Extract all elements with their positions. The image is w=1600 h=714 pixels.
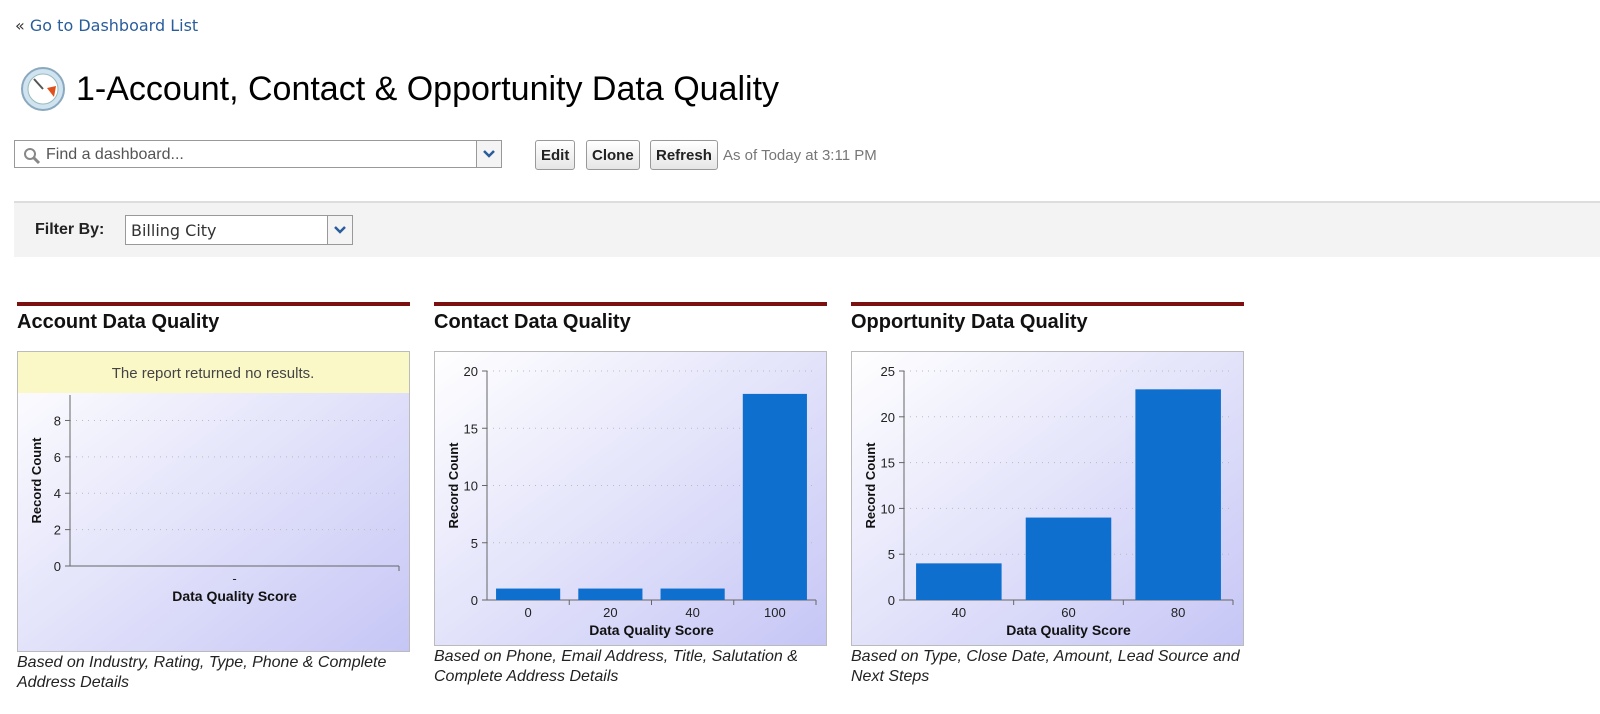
x-tick-label: 20 [603, 605, 617, 620]
y-tick-label: 8 [54, 413, 61, 428]
bar [496, 588, 561, 600]
bar [578, 588, 643, 600]
y-tick-label: 0 [888, 593, 895, 608]
panel-title: Contact Data Quality [434, 311, 631, 333]
y-axis-label: Record Count [29, 437, 44, 524]
y-tick-label: 4 [54, 486, 61, 501]
bar [1135, 389, 1221, 600]
y-tick-label: 0 [471, 593, 478, 608]
edit-button[interactable]: Edit [535, 140, 576, 170]
dropdown-toggle[interactable] [327, 216, 352, 244]
y-tick-label: 20 [464, 364, 478, 379]
y-tick-label: 2 [54, 523, 61, 538]
y-tick-label: 15 [881, 456, 895, 471]
panel-title: Account Data Quality [17, 311, 220, 333]
chart: 0 5 10 15 20 0 20 40 100 Data Quality Score Record… [434, 351, 827, 646]
timestamp: As of Today at 3:11 PM [723, 147, 877, 164]
x-tick-label: 100 [764, 605, 786, 620]
dropdown-toggle[interactable] [476, 141, 501, 167]
y-tick-label: 15 [464, 421, 478, 436]
chart: The report returned no results. 0 2 4 6 8 - Dat… [17, 351, 410, 652]
panel-title: Opportunity Data Quality [851, 311, 1088, 333]
search-box[interactable]: Find a dashboard... [14, 140, 502, 168]
clone-button[interactable]: Clone [586, 140, 640, 170]
filter-label: Filter By: [35, 221, 105, 238]
bar [742, 393, 807, 600]
message: The report returned no results. [112, 365, 315, 382]
y-tick-label: 0 [54, 559, 61, 574]
panel-rule [434, 302, 827, 306]
x-tick-label: 80 [1171, 605, 1185, 620]
filter-value: Billing City [131, 221, 217, 240]
chart: 0 5 10 15 20 25 40 60 80 Data Quality Score Record… [851, 351, 1244, 646]
x-tick-label: 60 [1061, 605, 1075, 620]
x-axis-label: Data Quality Score [172, 588, 297, 604]
y-tick-label: 5 [888, 547, 895, 562]
back-prefix: « [15, 16, 25, 35]
chevron [483, 150, 495, 158]
bar [1025, 517, 1112, 600]
x-axis-label: Data Quality Score [1006, 622, 1131, 638]
dashboard-title: 1-Account, Contact & Opportunity Data Qu… [76, 70, 780, 108]
y-tick-label: 10 [881, 501, 895, 516]
back-link[interactable]: Go to Dashboard List [29, 16, 199, 35]
y-axis-label: Record Count [446, 442, 461, 529]
x-tick-label: 40 [685, 605, 699, 620]
chart-bg [17, 351, 410, 652]
dashboard-icon [21, 67, 65, 111]
y-tick-label: 25 [881, 364, 895, 379]
search-icon [24, 148, 41, 165]
x-tick-label: - [232, 571, 236, 586]
message-band [18, 352, 409, 393]
filter-bar [14, 201, 1600, 257]
x-tick-label: 0 [525, 605, 532, 620]
footnote: Based on Industry, Rating, Type, Phone &… [17, 654, 387, 691]
y-axis-label: Record Count [863, 442, 878, 529]
refresh-button[interactable]: Refresh [650, 140, 718, 170]
x-tick-label: 40 [952, 605, 966, 620]
bar [916, 563, 1002, 600]
y-tick-label: 20 [881, 410, 895, 425]
y-tick-label: 10 [464, 479, 478, 494]
chevron [334, 226, 346, 234]
x-axis-label: Data Quality Score [589, 622, 714, 638]
nav: « Go to Dashboard List [15, 16, 198, 35]
filter-select[interactable]: Billing City [125, 215, 353, 245]
search-placeholder: Find a dashboard... [46, 146, 184, 163]
footnote: Based on Phone, Email Address, Title, Sa… [434, 648, 798, 685]
panel-rule [17, 302, 410, 306]
y-tick-label: 6 [54, 450, 61, 465]
bar [660, 588, 725, 600]
footnote: Based on Type, Close Date, Amount, Lead … [851, 648, 1240, 685]
panel-rule [851, 302, 1244, 306]
y-tick-label: 5 [471, 536, 478, 551]
